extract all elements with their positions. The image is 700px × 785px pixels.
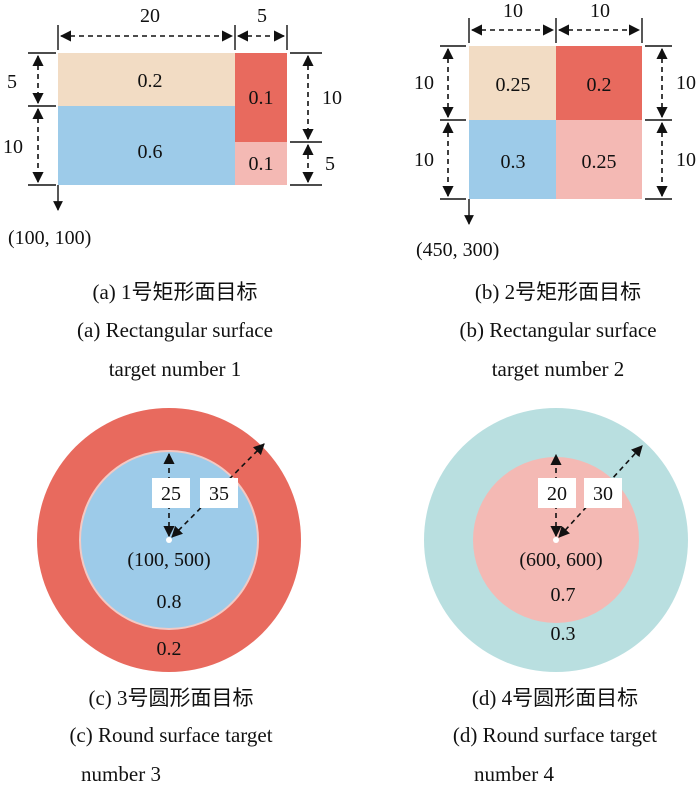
value-d-outer: 0.3 xyxy=(551,623,576,645)
radius-d-inner-box xyxy=(538,478,576,508)
cell-a-tan xyxy=(58,53,235,106)
radius-d-outer-box xyxy=(584,478,622,508)
cell-b-tan-value: 0.25 xyxy=(496,74,531,96)
dim-b-top-right: 10 xyxy=(590,0,610,22)
cell-a-tan-value: 0.2 xyxy=(138,70,163,92)
cell-b-tan xyxy=(469,46,556,120)
dim-a-top-left: 20 xyxy=(140,5,160,27)
caption-a-cn: (a) 1号矩形面目标 xyxy=(92,280,257,304)
origin-b-label: (450, 300) xyxy=(416,239,499,261)
caption-c-en-2: number 3 xyxy=(81,762,161,785)
dim-a-top-right: 5 xyxy=(257,5,267,27)
center-d-label: (600, 600) xyxy=(519,549,602,571)
dim-b-right-bottom: 10 xyxy=(676,149,696,171)
dim-b-left-bottom: 10 xyxy=(414,149,434,171)
caption-a-en-1: (a) Rectangular surface xyxy=(77,318,273,342)
center-d-dot xyxy=(553,537,559,543)
cell-a-blue xyxy=(58,106,235,185)
caption-d-en-1: (d) Round surface target xyxy=(453,723,657,747)
cell-b-red xyxy=(556,46,642,120)
cell-b-blue-value: 0.3 xyxy=(501,151,526,173)
cell-b-pink-value: 0.25 xyxy=(582,151,617,173)
cell-a-blue-value: 0.6 xyxy=(138,141,163,163)
cell-a-pink-value: 0.1 xyxy=(249,153,274,175)
origin-a-label: (100, 100) xyxy=(8,227,91,249)
cell-b-pink xyxy=(556,120,642,199)
cell-a-pink xyxy=(235,142,287,185)
dim-b-left-top: 10 xyxy=(414,72,434,94)
dim-a-left-top: 5 xyxy=(7,71,17,93)
cell-b-blue xyxy=(469,120,556,199)
caption-c-cn: (c) 3号圆形面目标 xyxy=(88,686,253,710)
radius-c-inner-box xyxy=(152,478,190,508)
cell-b-red-value: 0.2 xyxy=(587,74,612,96)
radius-d-outer: 30 xyxy=(593,483,613,505)
caption-c-en-1: (c) Round surface target xyxy=(69,723,272,747)
center-c-dot xyxy=(166,537,172,543)
caption-b-en-1: (b) Rectangular surface xyxy=(459,318,656,342)
cell-a-red xyxy=(235,53,287,142)
caption-d-cn: (d) 4号圆形面目标 xyxy=(472,686,638,710)
radius-c-outer: 35 xyxy=(209,483,229,505)
panel-c: 25 35 (100, 500) 0.8 0.2 (c) 3号圆形面目标 (c)… xyxy=(37,408,301,785)
cell-a-red-value: 0.1 xyxy=(249,87,274,109)
value-d-inner: 0.7 xyxy=(551,584,576,606)
panel-a: 0.2 0.6 0.1 0.1 20 5 5 10 10 5 (100, 100… xyxy=(3,5,342,381)
value-c-outer: 0.2 xyxy=(157,638,182,660)
caption-a-en-2: target number 1 xyxy=(109,357,242,381)
panel-b: 0.25 0.2 0.3 0.25 10 10 10 10 10 10 (450… xyxy=(414,0,696,381)
value-c-inner: 0.8 xyxy=(157,591,182,613)
dim-a-right-top: 10 xyxy=(322,87,342,109)
radius-d-inner: 20 xyxy=(547,483,567,505)
caption-b-en-2: target number 2 xyxy=(492,357,625,381)
radius-c-outer-box xyxy=(200,478,238,508)
caption-b-cn: (b) 2号矩形面目标 xyxy=(475,280,641,304)
center-c-label: (100, 500) xyxy=(127,549,210,571)
dim-b-right-top: 10 xyxy=(676,72,696,94)
radius-c-inner: 25 xyxy=(161,483,181,505)
panel-d: 20 30 (600, 600) 0.7 0.3 (d) 4号圆形面目标 (d)… xyxy=(424,408,688,785)
dim-a-left-bottom: 10 xyxy=(3,136,23,158)
radius-d-outer-arrow xyxy=(558,445,643,538)
caption-d-en-2: number 4 xyxy=(474,762,554,785)
dim-a-right-bottom: 5 xyxy=(325,153,335,175)
dim-b-top-left: 10 xyxy=(503,0,523,22)
